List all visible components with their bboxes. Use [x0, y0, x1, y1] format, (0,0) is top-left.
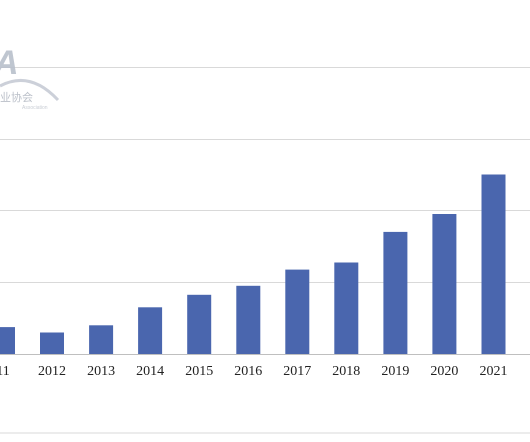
bar-2021	[481, 174, 506, 354]
watermark-logo: A 业协会 Association	[0, 44, 60, 111]
bar-2019	[383, 231, 408, 354]
x-tick-label-2018: 2018	[332, 364, 360, 379]
x-axis-tick-labels: 11 2012 2013 2014 2015 2016 2017 2018 2019 2020 20…	[0, 364, 508, 379]
bar-2014	[138, 307, 163, 354]
bar-2015	[187, 294, 212, 354]
x-tick-label-2017: 2017	[283, 364, 311, 379]
x-tick-label-2012: 2012	[38, 364, 66, 379]
bar-2012	[40, 332, 64, 354]
bar-series	[0, 174, 506, 354]
x-tick-label-2014: 2014	[136, 364, 164, 379]
bar-2020	[432, 214, 457, 354]
x-tick-label-2016: 2016	[234, 364, 262, 379]
bar-2017	[285, 269, 310, 354]
bar-2013	[89, 325, 114, 354]
x-tick-label-2019: 2019	[381, 364, 409, 379]
x-tick-label-2021: 2021	[480, 364, 508, 379]
bar-2011	[0, 327, 15, 354]
watermark-small-text: Association	[22, 105, 48, 111]
bar-2016	[236, 285, 261, 354]
watermark-letters: A	[0, 44, 19, 82]
bar-2018	[334, 262, 359, 354]
watermark-swoosh	[0, 78, 60, 102]
x-tick-label-2011: 11	[0, 364, 10, 379]
x-tick-label-2015: 2015	[185, 364, 213, 379]
x-tick-label-2013: 2013	[87, 364, 115, 379]
x-tick-label-2020: 2020	[430, 364, 458, 379]
watermark-chinese-text: 业协会	[0, 90, 33, 104]
